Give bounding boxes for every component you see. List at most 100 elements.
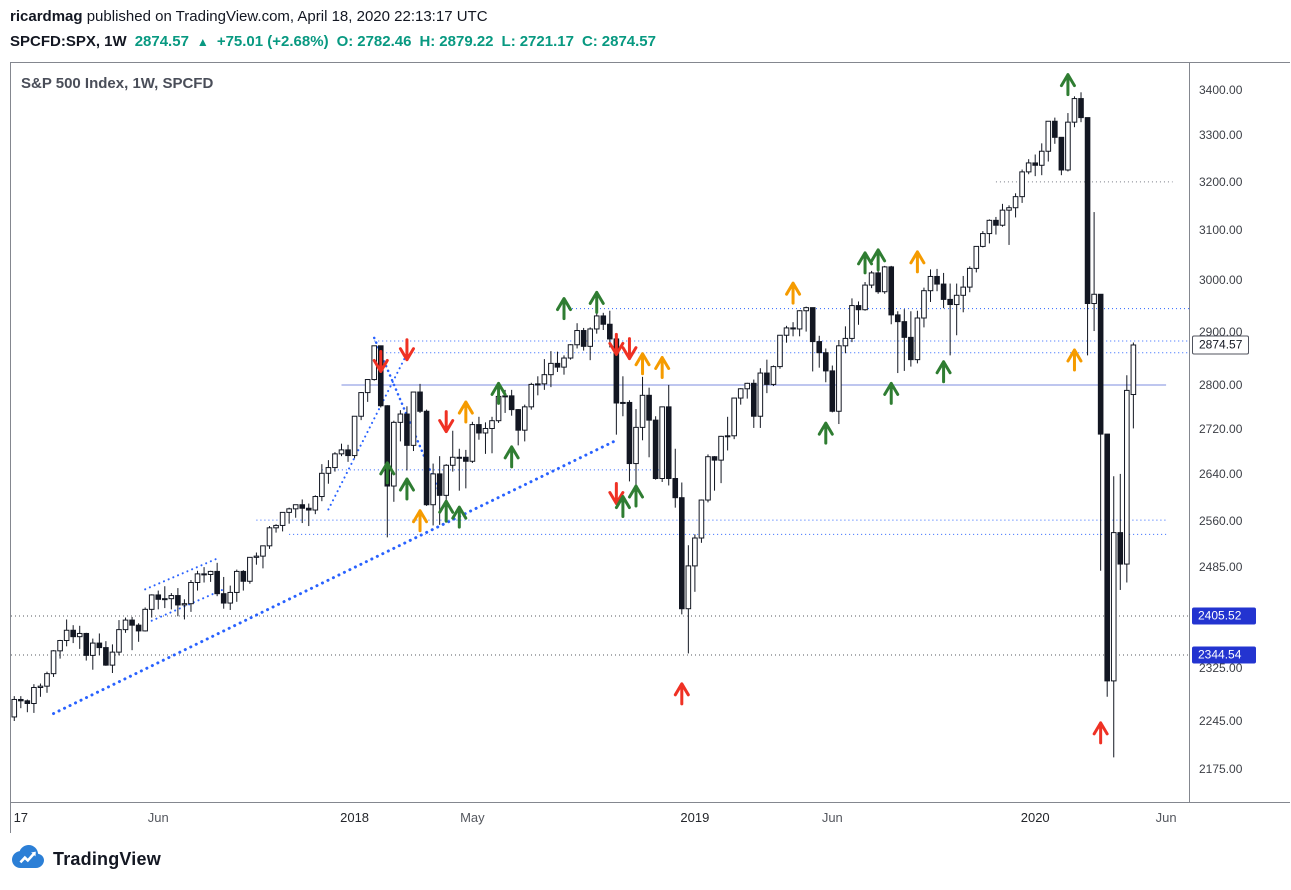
up-candle bbox=[541, 374, 548, 385]
down-candle bbox=[993, 219, 999, 226]
time-tick-label: Jun bbox=[1155, 810, 1177, 825]
price-tick-label: 2720.00 bbox=[1199, 422, 1243, 437]
up-candle bbox=[351, 415, 358, 457]
up-candle bbox=[698, 499, 705, 539]
price-tick-label: 2325.00 bbox=[1199, 660, 1243, 675]
up-candle bbox=[11, 698, 18, 718]
last-price: 2874.57 bbox=[134, 33, 189, 50]
price-chart-svg[interactable] bbox=[11, 63, 1189, 801]
time-tick-label: May bbox=[460, 810, 485, 825]
up-candle bbox=[535, 383, 541, 386]
down-candle bbox=[901, 321, 908, 338]
up-arrow-marker bbox=[1059, 73, 1076, 97]
down-candle bbox=[436, 473, 443, 496]
up-candle bbox=[927, 275, 934, 292]
up-candle bbox=[364, 379, 371, 394]
price-tick-label: 2175.00 bbox=[1199, 762, 1243, 777]
down-candle bbox=[600, 315, 607, 325]
down-candle bbox=[790, 327, 796, 330]
up-candle bbox=[502, 395, 508, 398]
up-candle bbox=[168, 595, 175, 600]
up-candle bbox=[548, 362, 554, 376]
up-candle bbox=[744, 382, 751, 390]
up-candle bbox=[266, 527, 273, 547]
down-candle bbox=[607, 323, 613, 340]
up-candle bbox=[639, 394, 646, 428]
up-candle bbox=[1091, 293, 1097, 305]
up-candle bbox=[188, 582, 194, 605]
brand-name: TradingView bbox=[53, 848, 161, 869]
time-axis[interactable]: 17 Jun 2018 May 2019 Jun 2020 Jun bbox=[11, 802, 1290, 833]
up-candle bbox=[783, 327, 790, 336]
down-candle bbox=[83, 632, 90, 656]
price-tick-label: 3300.00 bbox=[1199, 128, 1243, 143]
price-tick-label: 2800.00 bbox=[1199, 377, 1243, 392]
up-candle bbox=[332, 453, 338, 469]
price-tick-label: 3100.00 bbox=[1199, 223, 1243, 238]
time-tick-label: Jun bbox=[147, 810, 169, 825]
down-candle bbox=[888, 266, 895, 316]
up-arrow-marker bbox=[935, 360, 952, 384]
up-candle bbox=[633, 426, 639, 465]
up-candle bbox=[142, 608, 148, 632]
up-candle bbox=[325, 467, 332, 474]
down-candle bbox=[24, 700, 31, 704]
price-tick-label: 2485.00 bbox=[1199, 559, 1243, 574]
up-candle bbox=[1065, 121, 1071, 171]
down-candle bbox=[70, 629, 76, 638]
down-candle bbox=[220, 593, 227, 604]
up-candle bbox=[685, 565, 692, 610]
up-candle bbox=[443, 464, 450, 496]
down-candle bbox=[463, 456, 469, 462]
down-candle bbox=[384, 405, 391, 487]
symbol-label: SPCFD:SPX, 1W bbox=[10, 33, 127, 50]
down-candle bbox=[96, 642, 103, 649]
down-candle bbox=[417, 391, 423, 412]
down-candle bbox=[940, 283, 947, 300]
close-value: 2874.57 bbox=[601, 33, 656, 50]
up-arrow-marker bbox=[503, 445, 520, 469]
tradingview-logo-icon[interactable] bbox=[12, 845, 44, 873]
chart-plot-area[interactable]: S&P 500 Index, 1W, SPCFD bbox=[11, 63, 1189, 801]
down-candle bbox=[476, 424, 482, 434]
up-candle bbox=[868, 272, 875, 286]
up-arrow-marker bbox=[870, 248, 887, 272]
up-arrow-marker bbox=[556, 297, 573, 321]
down-candle bbox=[103, 647, 109, 666]
price-tick-label: 2245.00 bbox=[1199, 714, 1243, 728]
up-arrow-marker bbox=[588, 290, 605, 314]
price-tick-label: 3000.00 bbox=[1199, 273, 1243, 287]
up-candle bbox=[980, 233, 986, 247]
up-candle bbox=[724, 435, 731, 438]
up-candle bbox=[397, 413, 404, 423]
drawing-price-label: 2344.54 bbox=[1192, 646, 1256, 664]
down-candle bbox=[423, 410, 430, 506]
up-candle bbox=[973, 245, 980, 269]
down-candle bbox=[672, 478, 679, 499]
up-arrow-marker bbox=[490, 381, 507, 405]
high-value: 2879.22 bbox=[439, 33, 494, 50]
down-candle bbox=[580, 330, 587, 347]
up-candle bbox=[593, 315, 600, 330]
publish-info: ricardmag published on TradingView.com, … bbox=[10, 8, 488, 25]
low-label: L: bbox=[501, 33, 516, 50]
up-triangle-icon: ▲ bbox=[196, 35, 209, 49]
open-label: O: bbox=[336, 33, 354, 50]
up-candle bbox=[914, 317, 921, 361]
down-arrow-marker bbox=[398, 338, 415, 362]
up-arrow-marker bbox=[817, 421, 834, 445]
down-candle bbox=[175, 595, 181, 606]
up-candle bbox=[116, 629, 122, 653]
up-candle bbox=[757, 372, 764, 417]
price-tick-label: 3200.00 bbox=[1199, 174, 1243, 189]
up-arrow-marker bbox=[614, 495, 631, 519]
up-candle bbox=[770, 366, 777, 385]
up-candle bbox=[692, 537, 698, 567]
up-candle bbox=[803, 307, 809, 312]
up-candle bbox=[1124, 389, 1130, 565]
down-candle bbox=[626, 401, 633, 465]
up-candle bbox=[1025, 162, 1032, 173]
up-candle bbox=[1130, 344, 1137, 396]
price-axis[interactable]: 3400.00 3300.00 3200.00 3100.00 3000.00 2900.… bbox=[1189, 63, 1290, 802]
up-arrow-marker bbox=[379, 461, 396, 485]
